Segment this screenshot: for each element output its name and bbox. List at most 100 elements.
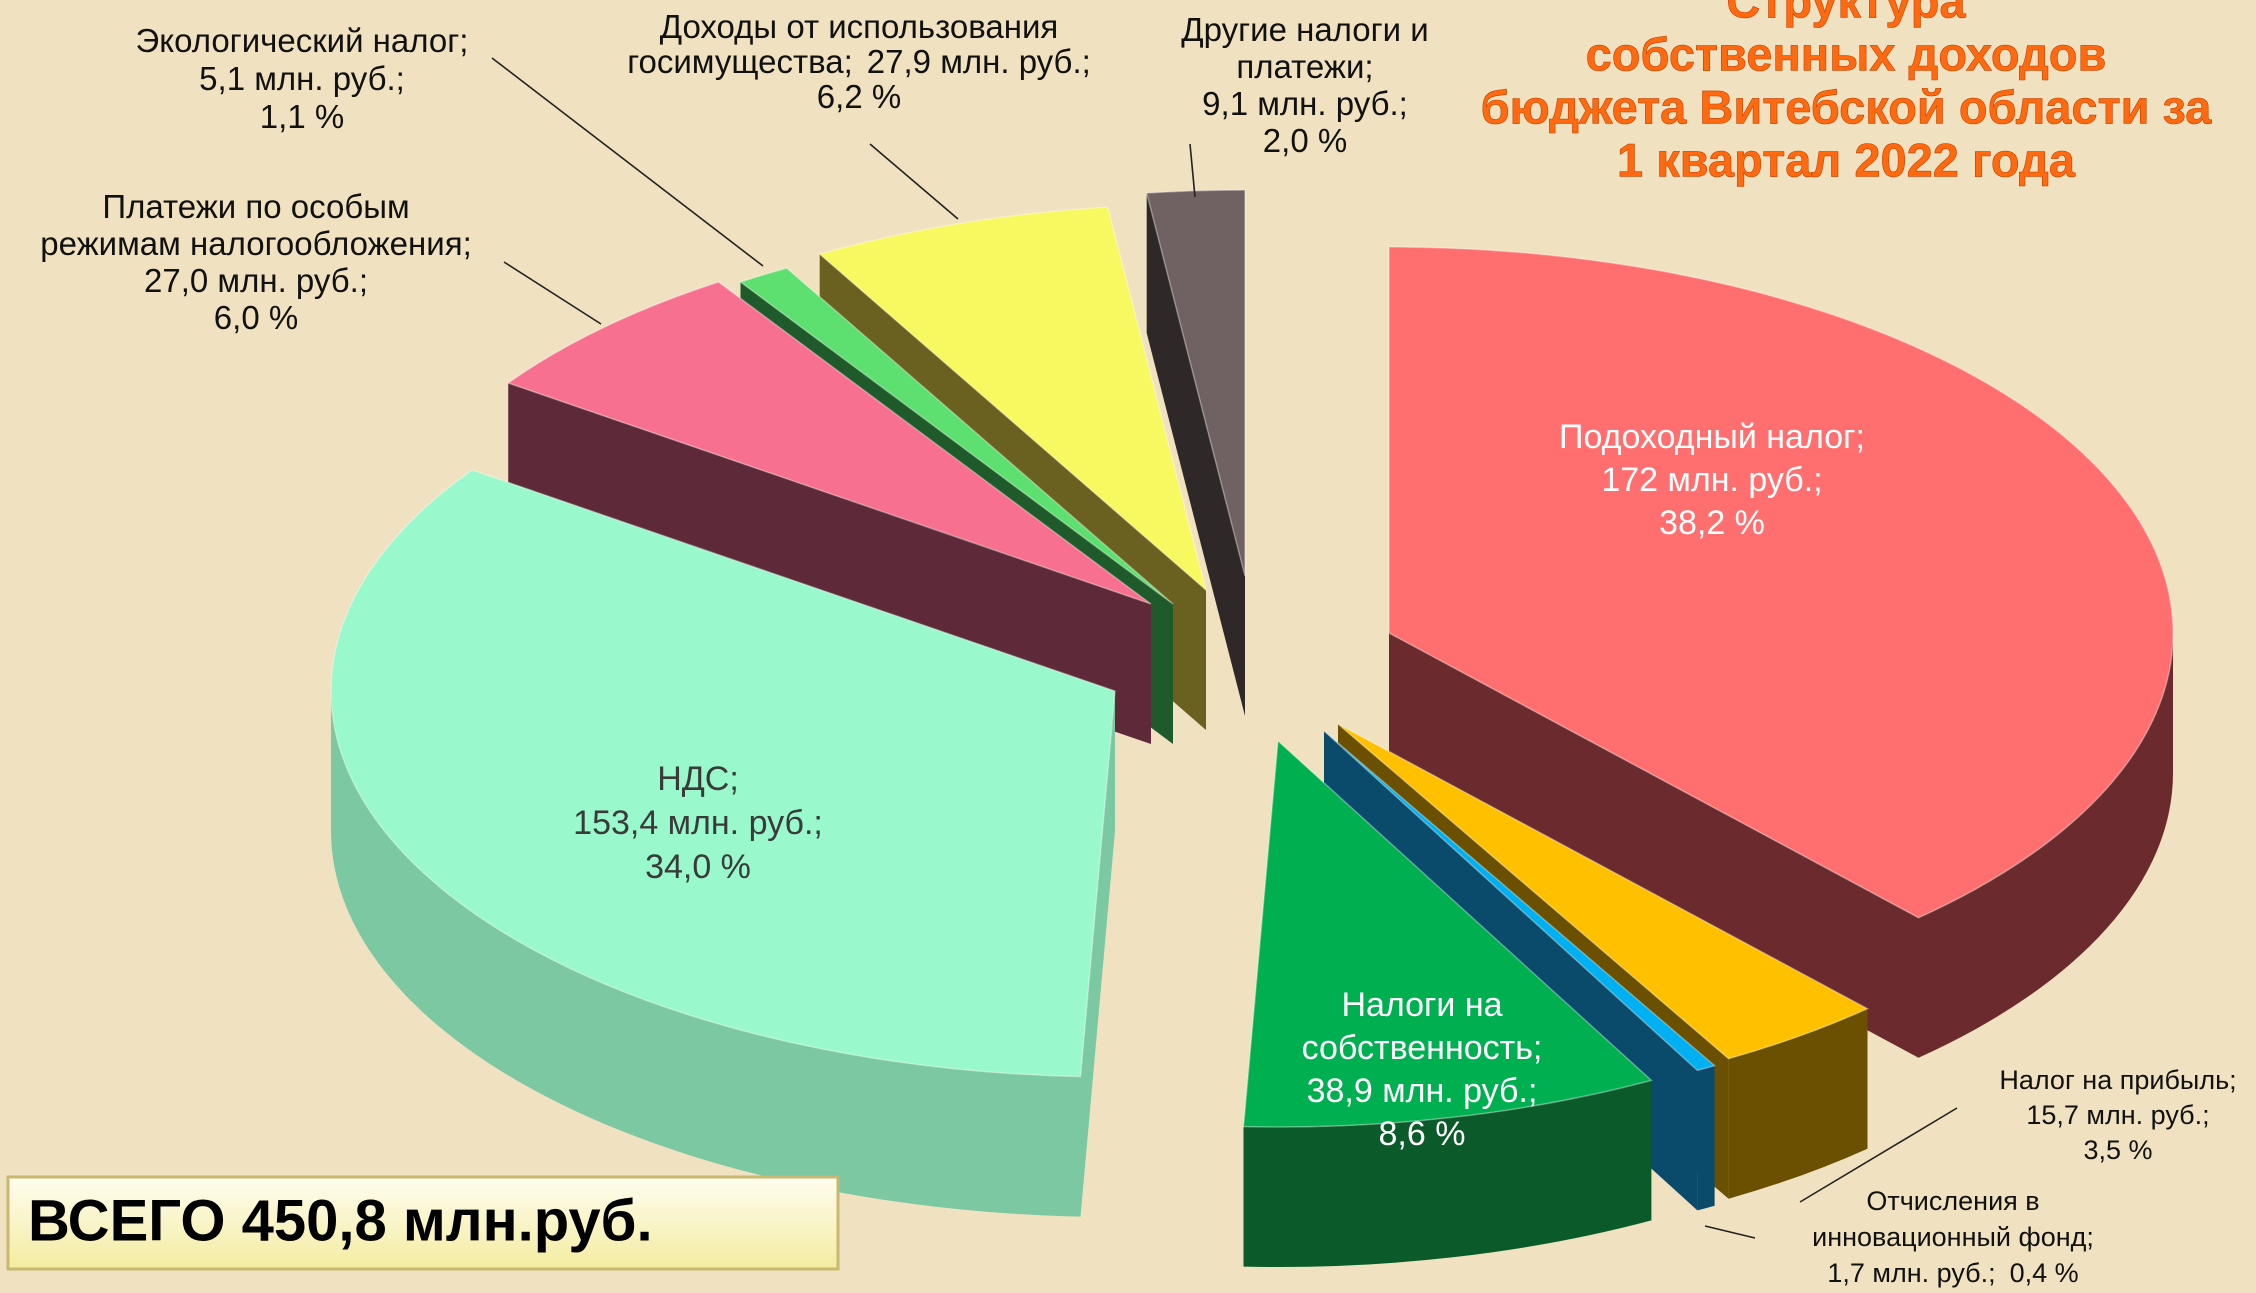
chart-title-line: Структура [1726,0,1966,27]
slice-outer-wall [331,691,1081,1217]
data-label-line: Налоги на [1341,986,1502,1024]
data-label-part: режимам налогообложения; [40,225,471,262]
slice [330,469,1116,1078]
data-label-line: Отчисления в [1866,1186,2039,1216]
data-label-part: 34,0 % [645,848,751,886]
data-label: Отчисления в инновационный фонд; 1,7 млн. … [1812,1186,2094,1288]
data-label-line: 153,4 млн. руб.; [573,804,823,842]
data-label-part: Платежи по особым [102,188,409,225]
leader-line [1799,1107,1958,1203]
data-label-part: 153,4 млн. руб.; [573,804,823,842]
data-label-line: 1,1 % [260,98,344,135]
data-label-line: 6,2 % [817,78,901,115]
data-label-line: Платежи по особым [102,188,409,225]
data-label: Налог на прибыль; 15,7 млн. руб.; 3,5 % [1999,1065,2236,1165]
data-label-line: НДС; [657,760,739,798]
slice [1337,723,1870,1060]
data-label-line: Другие налоги и [1181,11,1428,48]
slice [1323,730,1717,1072]
data-label-line: 2,0 % [1263,122,1347,159]
total-label: ВСЕГО 450,8 млн.руб. [28,1188,653,1253]
data-label-part: инновационный фонд; [1812,1222,2094,1252]
data-label-line: 27,0 млн. руб.; [144,262,368,299]
data-label-part: 172 млн. руб.; [1601,461,1822,499]
data-label: Платежи по особым режимам налогообложения… [40,188,471,336]
data-label-part: 38,2 % [1659,504,1765,542]
data-label-part: 9,1 млн. руб.; [1202,85,1408,122]
data-label-part: 6,2 % [817,78,901,115]
data-label: Налоги на собственность; 38,9 млн. руб.; 8,… [1302,986,1543,1153]
data-label-part: 27,9 млн. руб.; [867,43,1091,80]
data-label-line: госимущества; 27,9 млн. руб.; [627,43,1091,80]
data-label-line: 5,1 млн. руб.; [199,60,405,97]
data-label-part: госимущества; [627,43,853,80]
data-label-part: 15,7 млн. руб.; [2026,1100,2209,1130]
data-label-part: 6,0 % [214,299,298,336]
data-label-line: 9,1 млн. руб.; [1202,85,1408,122]
data-label-line: режимам налогообложения; [40,225,471,262]
data-label-part: 8,6 % [1379,1115,1466,1153]
data-label-line: 34,0 % [645,848,751,886]
chart-title-line: 1 квартал 2022 года [1617,133,2076,186]
data-label-line: 38,2 % [1659,504,1765,542]
slice-side [1146,193,1245,716]
slice-side [1080,691,1115,1217]
data-label-part: 2,0 % [1263,122,1347,159]
slice [506,281,1152,605]
data-label-line: 38,9 млн. руб.; [1307,1072,1538,1110]
data-label-part: Налоги на [1341,986,1502,1024]
data-label-line: Налог на прибыль; [1999,1065,2236,1095]
data-label-line: 172 млн. руб.; [1601,461,1822,499]
data-label-part: НДС; [657,760,739,798]
data-label-part: платежи; [1236,48,1373,85]
data-label-line: 8,6 % [1379,1115,1466,1153]
slice-outer-wall [1697,1065,1715,1211]
data-label: Доходы от использования госимущества; 27,9… [627,8,1091,115]
data-label: Экологический налог; 5,1 млн. руб.; 1,1 % [136,22,469,135]
data-label-part: Другие налоги и [1181,11,1428,48]
data-label-line: 15,7 млн. руб.; [2026,1100,2209,1130]
data-label-line: 3,5 % [2083,1135,2152,1165]
data-label-part: 27,0 млн. руб.; [144,262,368,299]
slice-outer-wall [1728,1008,1868,1199]
slice [738,267,1174,605]
data-label-line: платежи; [1236,48,1373,85]
chart-title-line: бюджета Витебской области за [1481,80,2213,133]
pie [330,189,2174,1267]
chart-title-line: собственных доходов [1586,27,2107,80]
slice-outer-wall [1243,1080,1652,1267]
data-label-part: 1,1 % [260,98,344,135]
data-label-part: Отчисления в [1866,1186,2039,1216]
leader-line [1189,143,1196,198]
slice [818,206,1208,593]
data-label-part: 0,4 % [2010,1258,2079,1288]
data-label-line: 1,7 млн. руб.; 0,4 % [1827,1258,2078,1288]
data-label: Другие налоги и платежи; 9,1 млн. руб.; 2,0… [1181,11,1428,159]
data-label-line: Экологический налог; [136,22,469,59]
leader-lines [491,57,1958,1239]
data-label-line: Доходы от использования [660,8,1059,45]
data-label-part: собственность; [1302,1029,1543,1067]
leader-line [503,261,602,325]
total-box [6,1175,840,1271]
data-label-part: Экологический налог; [136,22,469,59]
data-label-line: 6,0 % [214,299,298,336]
data-label: НДС; 153,4 млн. руб.; 34,0 % [573,760,823,886]
labels: Подоходный налог; 172 млн. руб.; 38,2 % Нал… [40,8,2236,1288]
slice [1145,189,1246,577]
data-label-line: инновационный фонд; [1812,1222,2094,1252]
data-label-part: Налог на прибыль; [1999,1065,2236,1095]
slice-outer-wall [1918,633,2173,1058]
slice [1388,246,2174,919]
slice [1242,739,1653,1128]
data-label-part: Подоходный налог; [1559,418,1865,456]
data-label-part: 3,5 % [2083,1135,2152,1165]
leader-line [491,57,764,267]
data-label-part: 1,7 млн. руб.; [1827,1258,1995,1288]
data-label-line: Подоходный налог; [1559,418,1865,456]
data-label-part: Доходы от использования [660,8,1059,45]
data-label-part: 38,9 млн. руб.; [1307,1072,1538,1110]
leader-line [1704,1225,1756,1239]
